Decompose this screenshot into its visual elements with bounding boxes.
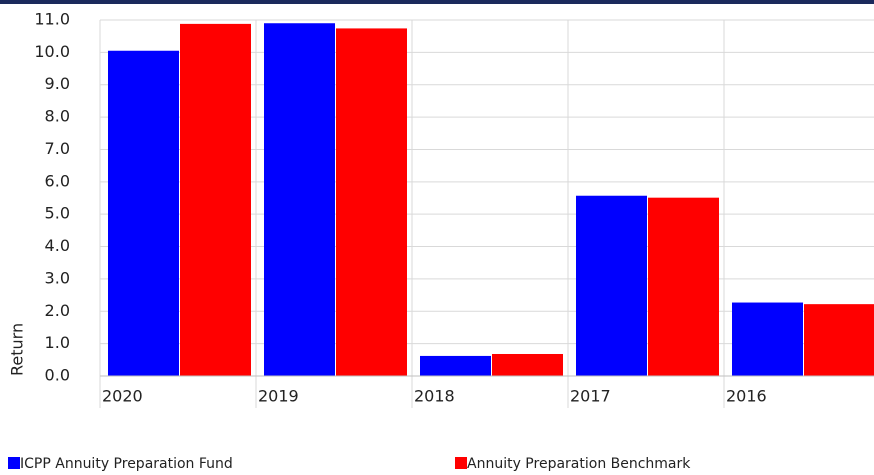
- y-tick-label: 10.0: [34, 42, 70, 61]
- legend-label: Annuity Preparation Benchmark: [467, 456, 691, 471]
- bar: [180, 23, 251, 376]
- y-tick-label: 11.0: [34, 10, 70, 29]
- bar: [732, 302, 803, 376]
- y-axis-label: Return: [8, 323, 27, 376]
- legend-swatch: [8, 457, 20, 469]
- bar: [804, 304, 874, 376]
- bar: [576, 195, 647, 376]
- x-tick-label: 2018: [414, 387, 455, 406]
- y-tick-label: 0.0: [45, 366, 70, 385]
- y-tick-label: 8.0: [45, 107, 70, 126]
- y-tick-label: 5.0: [45, 204, 70, 223]
- x-tick-label: 2016: [726, 387, 767, 406]
- y-tick-label: 3.0: [45, 268, 70, 287]
- x-tick-label: 2017: [570, 387, 611, 406]
- header-bar: [0, 0, 874, 4]
- bar: [420, 355, 491, 376]
- y-tick-label: 1.0: [45, 333, 70, 352]
- bar: [336, 28, 407, 376]
- bar: [108, 50, 179, 376]
- y-tick-label: 7.0: [45, 139, 70, 158]
- bar: [264, 23, 335, 377]
- y-tick-label: 9.0: [45, 74, 70, 93]
- y-tick-label: 2.0: [45, 301, 70, 320]
- legend-swatch: [455, 457, 467, 469]
- y-tick-label: 6.0: [45, 171, 70, 190]
- y-tick-label: 4.0: [45, 236, 70, 255]
- bar: [648, 197, 719, 376]
- x-tick-label: 2020: [102, 387, 143, 406]
- legend-label: ICPP Annuity Preparation Fund: [20, 456, 233, 471]
- x-tick-label: 2019: [258, 387, 299, 406]
- bar: [492, 353, 563, 376]
